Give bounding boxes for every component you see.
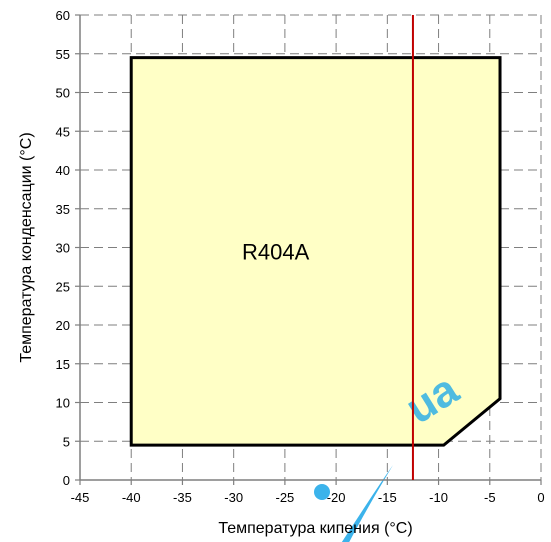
watermark-swoosh <box>341 465 393 542</box>
y-tick-label: 60 <box>56 8 70 23</box>
x-axis-title: Температура кипения (°C) <box>218 520 412 537</box>
x-tick-label: -20 <box>327 490 346 505</box>
x-tick-label: -45 <box>71 490 90 505</box>
x-tick-label: -10 <box>429 490 448 505</box>
y-tick-label: 25 <box>56 279 70 294</box>
y-tick-label: 30 <box>56 241 70 256</box>
y-axis-title: Температура конденсации (°C) <box>18 132 35 362</box>
y-tick-label: 15 <box>56 357 70 372</box>
y-tick-label: 10 <box>56 396 70 411</box>
envelope-region: R404A <box>129 56 502 447</box>
x-tick-label: -25 <box>275 490 294 505</box>
y-tick-label: 35 <box>56 202 70 217</box>
y-tick-label: 45 <box>56 124 70 139</box>
y-tick-label: 20 <box>56 318 70 333</box>
y-tick-label: 55 <box>56 47 70 62</box>
watermark-dot <box>314 484 330 500</box>
y-tick-label: 0 <box>63 473 70 488</box>
y-tick-label: 40 <box>56 163 70 178</box>
x-tick-label: -15 <box>378 490 397 505</box>
x-tick-label: -5 <box>484 490 496 505</box>
axes: -45 -40 -35 -30 -25 -20 -15 -10 -5 0 0 5 10 15 20 25 30 3… <box>56 8 545 505</box>
x-tick-label: -40 <box>122 490 141 505</box>
y-tick-label: 5 <box>63 434 70 449</box>
envelope-polygon <box>129 56 502 447</box>
envelope-label: R404A <box>242 239 310 264</box>
x-tick-label: 0 <box>537 490 544 505</box>
x-tick-label: -35 <box>173 490 192 505</box>
y-tick-label: 50 <box>56 86 70 101</box>
x-tick-label: -30 <box>224 490 243 505</box>
